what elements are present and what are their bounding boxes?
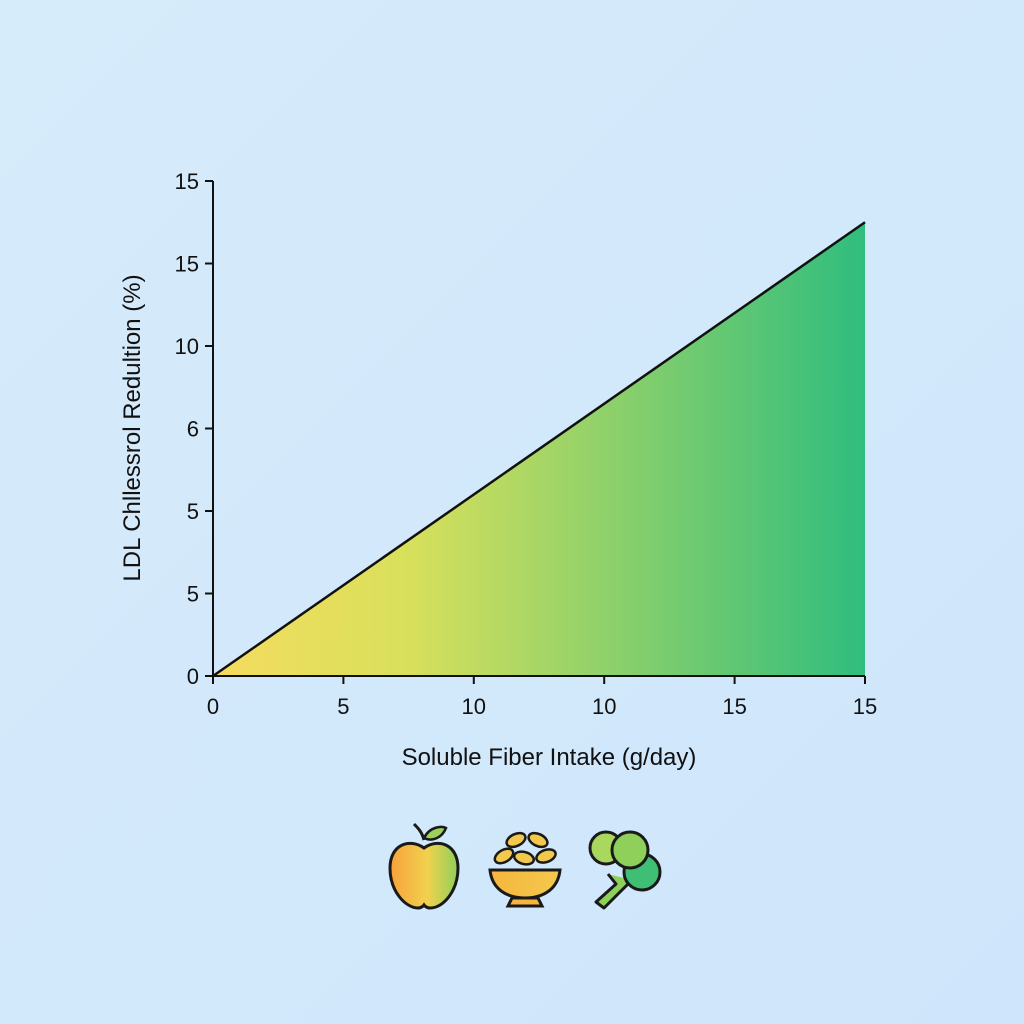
y-ticks: 0 5 5 6 10 15 15 xyxy=(175,169,213,689)
y-tick-label: 0 xyxy=(187,664,199,689)
y-axis-label: LDL Chllessrol Redultion (%) xyxy=(119,274,146,581)
x-tick-label: 15 xyxy=(853,694,877,719)
series-line xyxy=(212,221,866,678)
y-tick-label: 15 xyxy=(175,169,199,194)
y-tick-label: 10 xyxy=(175,334,199,359)
x-tick-label: 15 xyxy=(722,694,746,719)
x-tick-label: 10 xyxy=(462,694,486,719)
broccoli-icon xyxy=(588,830,662,910)
plot-area: 0 5 5 6 10 15 15 0 5 10 10 15 15 xyxy=(175,169,878,719)
y-tick-label: 5 xyxy=(187,499,199,524)
apple-icon xyxy=(388,822,460,910)
x-tick-label: 0 xyxy=(207,694,219,719)
x-axis-label: Soluble Fiber Intake (g/day) xyxy=(402,744,697,771)
x-tick-label: 5 xyxy=(337,694,349,719)
x-ticks: 0 5 10 10 15 15 xyxy=(207,676,877,719)
seed-bowl-icon xyxy=(488,831,562,908)
x-tick-label: 10 xyxy=(592,694,616,719)
y-tick-label: 15 xyxy=(175,252,199,277)
y-tick-label: 6 xyxy=(187,417,199,442)
y-tick-label: 5 xyxy=(187,582,199,607)
